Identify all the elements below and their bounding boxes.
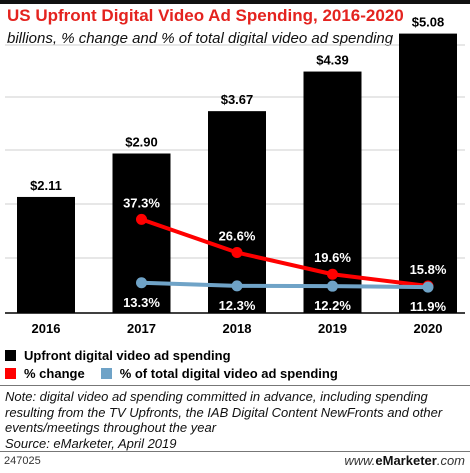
x-tick-2020: 2020 <box>414 321 443 336</box>
bar-label-2019: $4.39 <box>316 53 349 68</box>
chart-id: 247025 <box>4 455 41 467</box>
pct-share-label-2017: 13.3% <box>123 295 160 310</box>
bar-label-2017: $2.90 <box>125 135 158 150</box>
bar-2016 <box>17 196 75 313</box>
legend-label-change: % change <box>24 366 85 381</box>
pct-share-label-2019: 12.2% <box>314 298 351 313</box>
legend-swatch-change <box>5 368 16 379</box>
brand-prefix: www. <box>344 453 376 468</box>
brand-suffix: .com <box>436 453 465 468</box>
brand-name: eMarketer <box>375 453 437 468</box>
pct-share-point-2020 <box>422 281 434 293</box>
bar-2017 <box>112 153 171 313</box>
pct-change-label-2019: 19.6% <box>314 250 351 265</box>
legend-swatch-share <box>100 368 112 379</box>
pct-change-line <box>139 217 430 289</box>
chart-area: $2.11 $2.90 $3.67 $4.39 $5.08 2016 2017 2018 201… <box>5 15 465 336</box>
pct-share-point-2017 <box>136 277 147 289</box>
x-tick-2016: 2016 <box>32 321 61 336</box>
chart-title: US Upfront Digital Video Ad Spending, 20… <box>7 6 404 25</box>
pct-change-point-2019 <box>327 268 338 280</box>
pct-change-point-2018 <box>231 247 243 259</box>
x-tick-2018: 2018 <box>223 321 252 336</box>
legend-label-share: % of total digital video ad spending <box>119 366 338 381</box>
x-tick-2017: 2017 <box>127 321 156 336</box>
pct-change-label-2017: 37.3% <box>123 195 160 210</box>
bar-label-2018: $3.67 <box>221 92 254 107</box>
legend-item-bars: Upfront digital video ad spending <box>5 348 231 363</box>
legend-swatch-bars <box>5 350 16 361</box>
pct-share-line <box>139 280 430 290</box>
bar-2018 <box>208 111 266 314</box>
chart-subtitle: billions, % change and % of total digita… <box>7 30 394 47</box>
legend-item-change: % change <box>5 366 85 381</box>
legend-row-2: % change % of total digital video ad spe… <box>5 366 354 381</box>
pct-share-point-2019 <box>327 280 338 292</box>
pct-share-point-2018 <box>231 280 243 292</box>
x-tick-2019: 2019 <box>318 321 347 336</box>
top-rule <box>0 0 470 4</box>
note-text: Note: digital video ad spending committe… <box>5 389 443 435</box>
brand-logo: www.eMarketer.com <box>344 453 465 468</box>
note-divider <box>0 385 470 386</box>
pct-share-label-2020: 11.9% <box>410 299 447 314</box>
bar-label-2016: $2.11 <box>30 178 62 193</box>
legend-item-share: % of total digital video ad spending <box>100 366 338 381</box>
pct-change-label-2018: 26.6% <box>219 229 256 244</box>
footer-divider <box>0 451 470 452</box>
source-text: Source: eMarketer, April 2019 <box>5 435 177 451</box>
pct-change-label-2020: 15.8% <box>410 262 447 277</box>
note-block: Note: digital video ad spending committe… <box>5 389 467 451</box>
bar-2020 <box>399 33 457 313</box>
legend-label-bars: Upfront digital video ad spending <box>24 348 231 363</box>
legend-row-1: Upfront digital video ad spending <box>5 348 247 363</box>
bar-label-2020: $5.08 <box>412 15 445 30</box>
pct-share-label-2018: 12.3% <box>219 298 256 313</box>
pct-change-point-2017 <box>136 213 147 225</box>
